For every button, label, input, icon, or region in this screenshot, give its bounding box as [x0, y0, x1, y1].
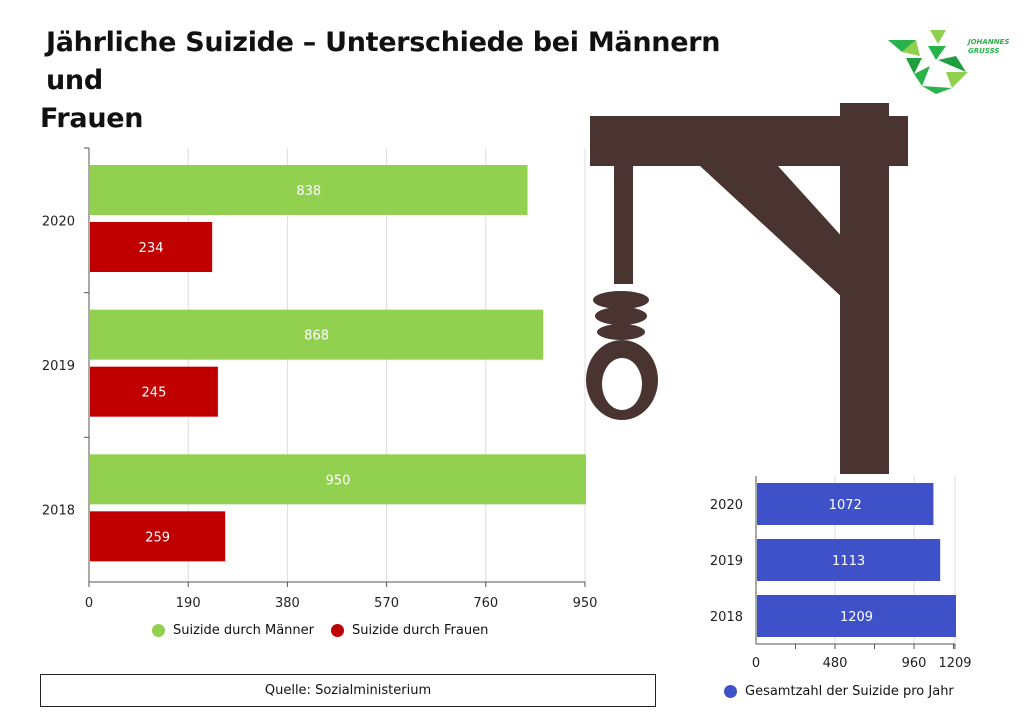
y-tick-label: 2019: [710, 554, 743, 569]
y-tick-label: 2018: [42, 504, 75, 519]
data-label: 1072: [829, 498, 862, 513]
title-line-1: Jährliche Suizide – Unterschiede bei Män…: [46, 27, 721, 96]
x-tick-label: 380: [275, 596, 300, 611]
data-label: 1113: [832, 554, 865, 569]
data-label: 868: [304, 329, 329, 344]
bar-total: [757, 483, 934, 525]
main-chart-bars: 838 234 868 245 950 259: [90, 165, 586, 562]
data-label: 234: [139, 241, 164, 256]
legend-swatch-women: [331, 624, 344, 637]
legend-label-women: Suizide durch Frauen: [352, 623, 489, 638]
source-note: Quelle: Sozialministerium: [40, 674, 656, 707]
brand-logo-icon: [888, 30, 968, 94]
bar-men: [90, 309, 544, 360]
data-label: 259: [145, 530, 170, 545]
legend-label-total: Gesamtzahl der Suizide pro Jahr: [745, 684, 954, 699]
legend-item-men: Suizide durch Männer: [152, 623, 314, 638]
legend-swatch-total: [724, 685, 737, 698]
source-text: Quelle: Sozialministerium: [264, 683, 432, 698]
legend-item-total: Gesamtzahl der Suizide pro Jahr: [724, 684, 954, 699]
x-tick-label: 0: [752, 656, 760, 671]
y-tick-label: 2020: [42, 214, 75, 229]
x-tick-label: 960: [902, 656, 927, 671]
y-tick-label: 2018: [710, 610, 743, 625]
x-tick-label: 190: [176, 596, 201, 611]
total-chart-axes: 0 480 960 1209 2020 2019 2018: [710, 476, 972, 671]
title-line-2: Frauen: [40, 103, 144, 134]
chart-title: Jährliche Suizide – Unterschiede bei Män…: [40, 24, 760, 138]
bar-men: [90, 165, 528, 215]
total-chart-bars: 1072 1113 1209: [757, 483, 956, 637]
y-tick-label: 2020: [710, 498, 743, 513]
x-tick-label: 480: [823, 656, 848, 671]
main-chart-axes: 0 190 380 570 760 950 2020 2019 2018: [42, 147, 598, 611]
data-label: 950: [326, 473, 351, 488]
x-tick-label: 760: [473, 596, 498, 611]
legend-swatch-men: [152, 624, 165, 637]
bar-women: [90, 222, 213, 272]
logo-text: JOHANNES GRUSSS: [968, 38, 1010, 55]
legend-label-men: Suizide durch Männer: [173, 623, 314, 638]
bar-women: [90, 511, 226, 562]
bar-total: [757, 595, 956, 637]
bar-total: [757, 539, 941, 581]
y-tick-label: 2019: [42, 359, 75, 374]
x-tick-label: 570: [374, 596, 399, 611]
x-tick-label: 1209: [938, 656, 971, 671]
x-tick-label: 950: [573, 596, 598, 611]
bar-men: [90, 454, 586, 505]
data-label: 245: [142, 386, 167, 401]
data-label: 1209: [840, 610, 873, 625]
bar-women: [90, 366, 218, 417]
x-tick-label: 0: [85, 596, 93, 611]
legend-item-women: Suizide durch Frauen: [331, 623, 488, 638]
data-label: 838: [296, 184, 321, 199]
noose-loop-hole: [602, 358, 642, 410]
